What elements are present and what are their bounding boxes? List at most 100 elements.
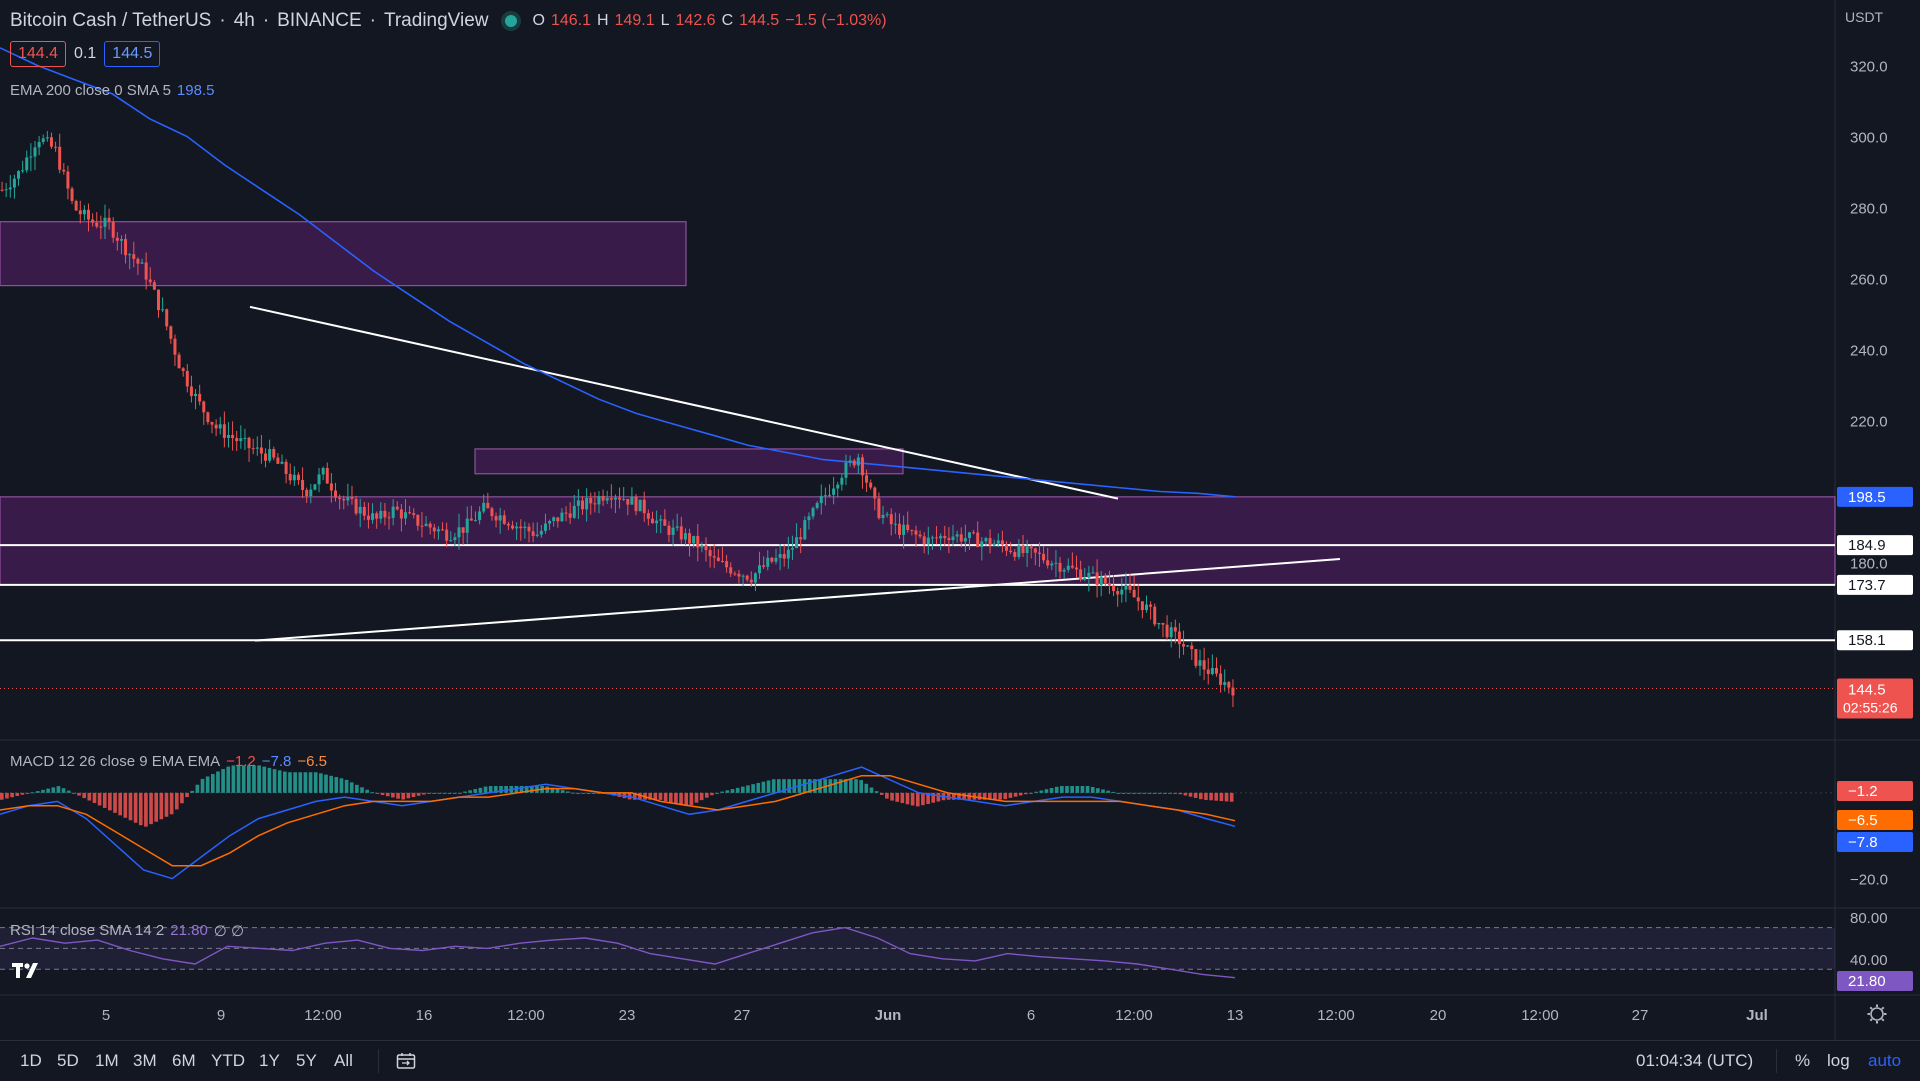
timeframe-ytd[interactable]: YTD (211, 1051, 245, 1070)
candle-body (354, 498, 358, 514)
candle-body (955, 534, 959, 537)
macd-histogram-bar (802, 779, 807, 793)
macd-label: MACD 12 26 close 9 EMA EMA (10, 753, 221, 770)
sell-price-button[interactable]: 144.4 (10, 41, 67, 67)
macd-histogram-bar (735, 787, 740, 793)
rsi-extra: ∅ ∅ (213, 923, 245, 940)
candle-body (218, 424, 222, 429)
date-range-icon[interactable] (396, 1052, 416, 1070)
candle-body (708, 550, 712, 557)
settings-gear-icon[interactable] (1881, 1006, 1885, 1010)
candle-body (601, 495, 605, 501)
candle-body (1107, 583, 1111, 586)
settings-gear-icon[interactable] (1869, 1018, 1873, 1022)
candle-body (930, 537, 934, 539)
macd-hist-value: −1.2 (226, 753, 256, 770)
time-tick-label: 27 (734, 1007, 751, 1024)
candle-body (1144, 604, 1148, 611)
time-tick-label: 12:00 (304, 1007, 342, 1024)
rsi-legend[interactable]: RSI 14 close SMA 14 2 21.80 ∅ ∅ (10, 922, 244, 940)
macd-histogram-bar (25, 792, 30, 794)
timeframe-1m[interactable]: 1M (95, 1051, 119, 1070)
macd-histogram-bar (874, 791, 879, 793)
candle-body (873, 487, 877, 499)
macd-histogram-bar (97, 792, 102, 806)
percent-toggle[interactable]: % (1795, 1051, 1811, 1070)
currency-label: USDT (1845, 9, 1884, 25)
candle-body (416, 514, 420, 526)
tradingview-logo-icon[interactable] (11, 959, 47, 983)
timeframe-1d[interactable]: 1D (20, 1051, 42, 1070)
macd-histogram-bar (499, 786, 503, 793)
candle-body (366, 515, 370, 520)
macd-histogram-bar (144, 792, 148, 827)
candle-body (1231, 687, 1235, 696)
settings-gear-icon[interactable] (1881, 1018, 1885, 1022)
candle-body (749, 579, 753, 583)
macd-histogram-bar (1121, 792, 1126, 794)
macd-histogram-bar (725, 790, 730, 793)
candle-body (593, 503, 597, 505)
candle-body (856, 457, 860, 466)
timeframe-3m[interactable]: 3M (133, 1051, 157, 1070)
symbol-name[interactable]: Bitcoin Cash / TetherUS (10, 10, 212, 31)
candle-body (0, 189, 4, 191)
ema-legend[interactable]: EMA 200 close 0 SMA 5 198.5 (10, 82, 214, 99)
macd-histogram-bar (360, 787, 364, 793)
candle-body (124, 239, 128, 256)
timeframe-6m[interactable]: 6M (172, 1051, 196, 1070)
buy-price-button[interactable]: 144.5 (104, 41, 161, 67)
market-status-icon[interactable] (504, 15, 517, 27)
log-toggle[interactable]: log (1827, 1051, 1850, 1070)
candle-body (865, 475, 869, 483)
candle-body (815, 503, 819, 508)
macd-histogram-bar (648, 792, 653, 800)
macd-histogram-bar (313, 772, 318, 793)
candle-body (490, 508, 494, 517)
candle-body (87, 209, 91, 220)
macd-histogram-bar (385, 792, 390, 797)
candle-body (54, 146, 58, 148)
timeframe-5y[interactable]: 5Y (296, 1051, 317, 1070)
macd-histogram-bar (849, 779, 853, 793)
spread-value: 0.1 (74, 45, 97, 62)
candle-body (482, 502, 486, 512)
candle-body (1103, 576, 1107, 584)
candle-body (1124, 584, 1128, 590)
candle-body (852, 460, 856, 466)
settings-gear-icon[interactable] (1869, 1006, 1873, 1010)
macd-histogram-bar (859, 780, 863, 793)
auto-toggle[interactable]: auto (1868, 1051, 1902, 1070)
macd-histogram-bar (180, 792, 184, 804)
level-price-badge: 184.9 (1848, 537, 1886, 554)
time-tick-label: 16 (416, 1007, 433, 1024)
candle-body (692, 535, 696, 544)
candle-body (980, 541, 984, 547)
time-tick-label: 20 (1430, 1007, 1447, 1024)
macd-histogram-bar (118, 792, 122, 816)
macd-histogram-bar (1065, 786, 1069, 793)
utc-clock[interactable]: 01:04:34 (UTC) (1636, 1051, 1754, 1070)
macd-histogram-bar (771, 779, 776, 793)
candle-body (280, 461, 284, 464)
timeframe-1y[interactable]: 1Y (259, 1051, 280, 1070)
candle-body (638, 499, 642, 512)
macd-histogram-bar (30, 792, 35, 794)
candle-body (408, 512, 412, 514)
macd-legend[interactable]: MACD 12 26 close 9 EMA EMA −1.2 −7.8 −6.… (10, 753, 327, 770)
time-tick-label: 5 (102, 1007, 110, 1024)
timeframe-5d[interactable]: 5D (57, 1051, 79, 1070)
candle-body (786, 549, 790, 559)
bar-countdown: 02:55:26 (1843, 700, 1898, 716)
candle-body (305, 489, 309, 497)
interval-label[interactable]: 4h (233, 10, 255, 31)
candle-body (745, 575, 749, 580)
candle-body (25, 157, 29, 171)
macd-histogram-bar (1209, 792, 1213, 801)
macd-histogram-bar (293, 772, 297, 793)
candle-body (959, 534, 963, 542)
timeframe-all[interactable]: All (334, 1051, 353, 1070)
macd-histogram-bar (751, 784, 755, 793)
settings-gear-icon[interactable] (1870, 1007, 1884, 1021)
